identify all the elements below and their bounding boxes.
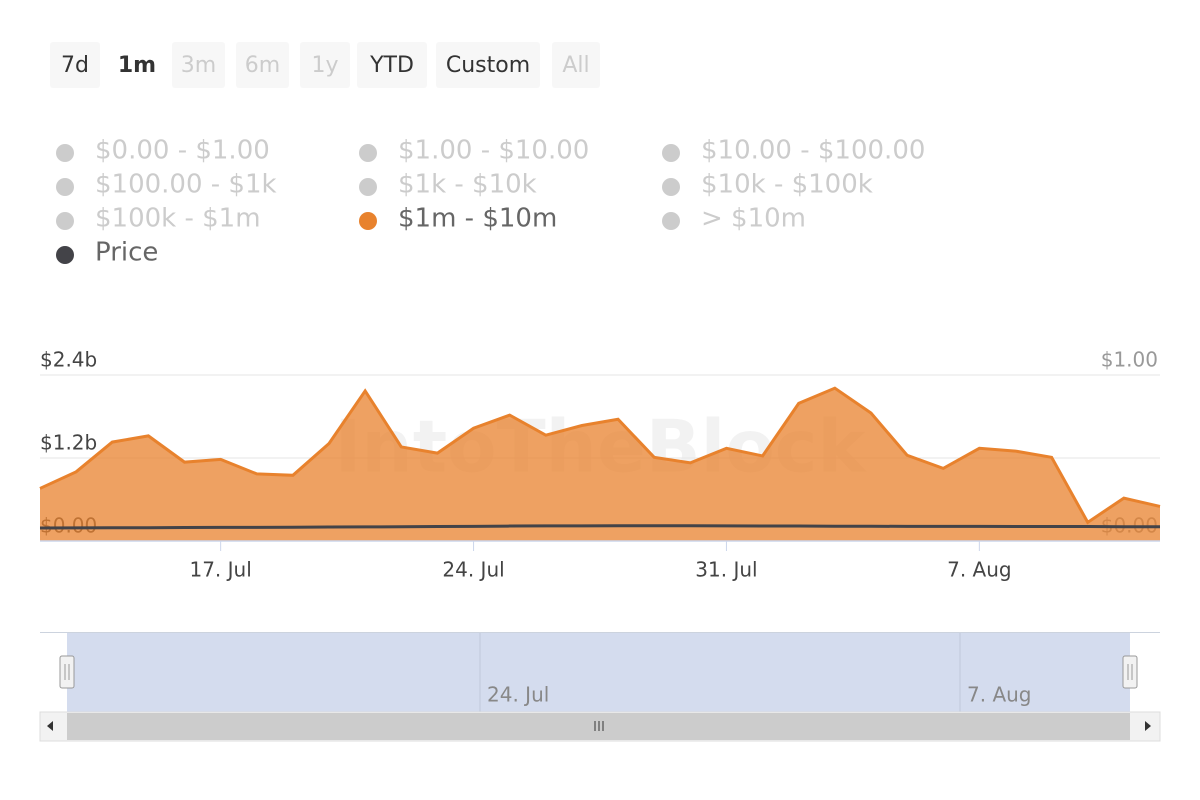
range-button-label: 3m xyxy=(181,53,216,78)
legend: $0.00 - $1.00 $1.00 - $10.00 $10.00 - $100… xyxy=(56,136,925,268)
legend-marker[interactable] xyxy=(359,212,377,230)
navigator-handle[interactable] xyxy=(59,655,75,689)
legend-label[interactable]: $10k - $100k xyxy=(701,170,873,200)
legend-label[interactable]: $0.00 - $1.00 xyxy=(95,136,270,166)
legend-label[interactable]: $100k - $1m xyxy=(95,204,261,234)
legend-label[interactable]: > $10m xyxy=(701,204,806,234)
legend-marker[interactable] xyxy=(662,144,680,162)
chart: IntoTheBlock$0.00$1.2b$2.4b$0.00$1.0017.… xyxy=(39,348,1161,582)
x-tick-label: 7. Aug xyxy=(947,558,1012,582)
legend-label[interactable]: $1.00 - $10.00 xyxy=(398,136,589,166)
navigator-selection xyxy=(67,633,1130,712)
navigator-label: 7. Aug xyxy=(967,683,1032,707)
x-tick-label: 17. Jul xyxy=(189,558,251,582)
legend-label[interactable]: $1k - $10k xyxy=(398,170,537,200)
legend-marker[interactable] xyxy=(56,178,74,196)
range-button[interactable] xyxy=(357,42,427,88)
legend-marker[interactable] xyxy=(359,178,377,196)
legend-marker[interactable] xyxy=(359,144,377,162)
range-button-label[interactable]: YTD xyxy=(369,53,414,78)
legend-label[interactable]: $10.00 - $100.00 xyxy=(701,136,925,166)
legend-label[interactable]: Price xyxy=(95,238,158,268)
navigator: 24. Jul 7. Aug xyxy=(39,632,1161,742)
range-button[interactable] xyxy=(112,42,162,88)
legend-label[interactable]: $100.00 - $1k xyxy=(95,170,277,200)
navigator-handle[interactable] xyxy=(1122,655,1138,689)
range-button-label: 1y xyxy=(311,53,338,78)
y-tick-label: $2.4b xyxy=(40,348,97,372)
area-line xyxy=(39,386,1161,525)
legend-marker[interactable] xyxy=(56,246,74,264)
scroll-left-arrow[interactable] xyxy=(47,721,53,731)
range-button xyxy=(300,42,350,88)
range-button xyxy=(236,42,289,88)
line xyxy=(39,524,1160,530)
area xyxy=(40,388,1160,541)
legend-marker[interactable] xyxy=(56,144,74,162)
range-button-label[interactable]: 7d xyxy=(61,53,89,78)
y-tick-label: $1.2b xyxy=(40,431,97,455)
range-selector: 7d 1m 3m 6m 1y YTD Custom All xyxy=(50,42,600,88)
legend-marker[interactable] xyxy=(662,212,680,230)
legend-marker[interactable] xyxy=(662,178,680,196)
range-button-label[interactable]: 1m xyxy=(118,53,156,78)
navigator-label: 24. Jul xyxy=(487,683,549,707)
range-button-label: 6m xyxy=(245,53,280,78)
x-tick-label: 24. Jul xyxy=(442,558,504,582)
range-button xyxy=(552,42,600,88)
range-button-label[interactable]: Custom xyxy=(446,53,530,78)
range-button xyxy=(172,42,225,88)
legend-label[interactable]: $1m - $10m xyxy=(398,204,557,234)
y2-tick-label: $1.00 xyxy=(1101,348,1158,372)
scroll-right-arrow[interactable] xyxy=(1145,721,1151,731)
legend-marker[interactable] xyxy=(56,212,74,230)
range-button-label: All xyxy=(562,53,589,78)
range-button[interactable] xyxy=(50,42,100,88)
x-tick-label: 31. Jul xyxy=(695,558,757,582)
range-button[interactable] xyxy=(436,42,540,88)
